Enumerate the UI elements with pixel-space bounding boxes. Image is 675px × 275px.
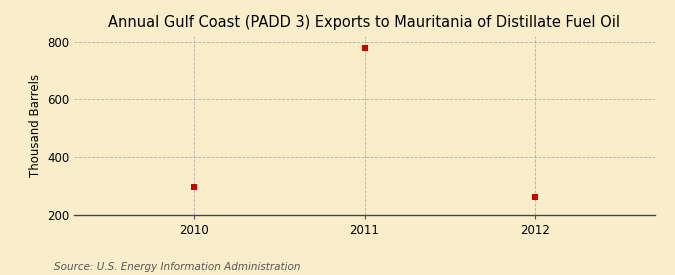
- Title: Annual Gulf Coast (PADD 3) Exports to Mauritania of Distillate Fuel Oil: Annual Gulf Coast (PADD 3) Exports to Ma…: [109, 15, 620, 31]
- Y-axis label: Thousand Barrels: Thousand Barrels: [28, 73, 42, 177]
- Text: Source: U.S. Energy Information Administration: Source: U.S. Energy Information Administ…: [54, 262, 300, 272]
